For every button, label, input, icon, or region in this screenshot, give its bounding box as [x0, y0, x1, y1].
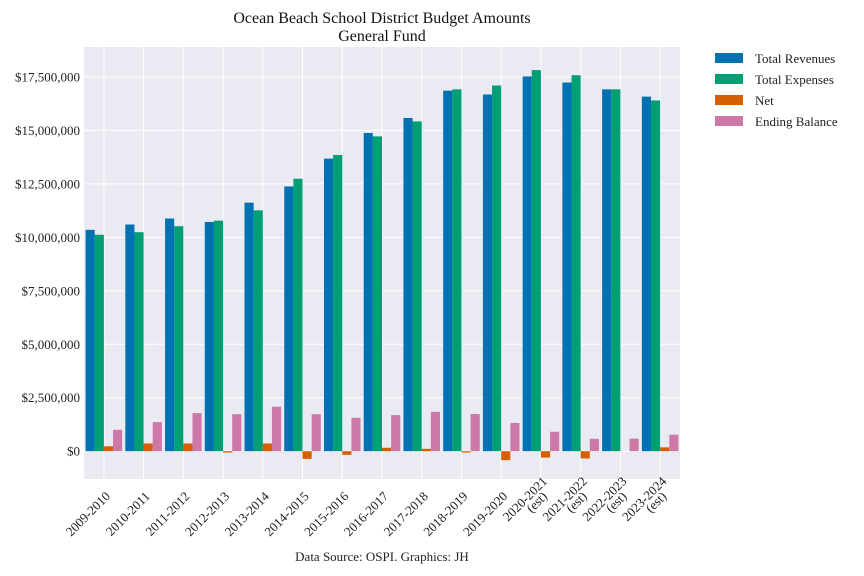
y-tick-label-3: $7,500,000 — [22, 283, 81, 298]
bar-ending-balance-5 — [311, 414, 321, 452]
bar-net-11 — [540, 451, 551, 458]
bar-ending-balance-13 — [629, 438, 639, 452]
bar-total-expenses-11 — [531, 70, 541, 452]
legend-swatch-3 — [715, 116, 743, 126]
y-tick-label-6: $15,000,000 — [15, 123, 80, 138]
bar-ending-balance-10 — [510, 422, 520, 452]
bar-ending-balance-7 — [391, 415, 401, 452]
bar-total-revenues-6 — [323, 158, 334, 452]
bar-total-expenses-8 — [412, 121, 422, 452]
bar-total-revenues-1 — [125, 224, 135, 452]
bar-net-12 — [580, 451, 590, 459]
legend-swatch-1 — [715, 74, 743, 84]
bar-total-expenses-9 — [452, 89, 462, 452]
legend-label-2: Net — [755, 93, 774, 108]
y-tick-label-4: $10,000,000 — [15, 230, 80, 245]
bar-total-revenues-5 — [284, 186, 294, 452]
legend-swatch-0 — [715, 53, 743, 63]
bar-total-revenues-13 — [602, 89, 612, 452]
bar-total-expenses-2 — [174, 226, 184, 452]
y-tick-label-5: $12,500,000 — [15, 176, 80, 191]
bar-net-0 — [103, 446, 114, 452]
chart-subtitle: General Fund — [338, 28, 426, 45]
source-note: Data Source: OSPI. Graphics: JH — [295, 549, 469, 564]
bar-ending-balance-2 — [192, 413, 202, 452]
bar-net-2 — [183, 443, 193, 452]
bar-total-expenses-4 — [253, 210, 263, 452]
bar-total-expenses-13 — [611, 89, 621, 452]
bar-total-revenues-8 — [403, 118, 413, 452]
bar-net-6 — [342, 451, 352, 455]
bar-total-expenses-14 — [650, 100, 661, 452]
bar-net-9 — [461, 451, 471, 453]
y-tick-label-2: $5,000,000 — [22, 337, 81, 352]
bar-ending-balance-0 — [113, 429, 123, 452]
bar-total-revenues-9 — [443, 90, 453, 452]
bar-ending-balance-8 — [430, 411, 441, 452]
bar-net-8 — [421, 448, 431, 452]
bar-ending-balance-14 — [669, 434, 679, 452]
x-axis-ticks: 2009-20102010-20112011-20122012-20132013… — [63, 473, 670, 539]
bar-ending-balance-12 — [589, 438, 599, 452]
legend-swatch-2 — [715, 95, 743, 105]
y-axis-ticks: $0 $2,500,000 $5,000,000 $7,500,000 $10,000,… — [15, 69, 80, 458]
bar-net-3 — [223, 451, 233, 453]
bar-net-10 — [501, 451, 511, 461]
bar-total-revenues-3 — [204, 221, 214, 452]
bar-total-revenues-11 — [522, 76, 532, 452]
bar-net-5 — [302, 451, 312, 459]
x-tick-label-14: 2023-2024(est) — [619, 473, 670, 524]
bar-total-revenues-0 — [85, 229, 95, 452]
bar-total-expenses-10 — [492, 85, 502, 452]
bar-total-revenues-14 — [641, 96, 651, 452]
y-tick-label-7: $17,500,000 — [15, 69, 80, 84]
legend-label-1: Total Expenses — [755, 72, 834, 87]
bar-ending-balance-1 — [152, 422, 162, 452]
bar-total-revenues-7 — [363, 132, 373, 452]
bar-total-expenses-5 — [293, 178, 303, 452]
bar-net-1 — [143, 443, 153, 452]
bar-total-expenses-0 — [94, 234, 104, 452]
bar-net-14 — [660, 447, 670, 452]
bar-ending-balance-4 — [271, 406, 282, 452]
bar-total-expenses-6 — [333, 155, 343, 452]
legend: Total Revenues Total Expenses Net Ending Ba… — [715, 51, 838, 129]
bar-ending-balance-6 — [351, 417, 361, 452]
y-tick-label-1: $2,500,000 — [22, 390, 81, 405]
bar-total-expenses-3 — [213, 220, 224, 452]
bar-total-expenses-1 — [134, 232, 144, 452]
y-tick-label-0: $0 — [67, 444, 80, 459]
bar-ending-balance-3 — [232, 414, 242, 452]
legend-label-0: Total Revenues — [755, 51, 835, 66]
bar-net-7 — [382, 447, 392, 452]
bar-total-revenues-12 — [562, 82, 572, 452]
bar-net-4 — [262, 443, 272, 452]
bar-total-revenues-2 — [165, 218, 175, 452]
bar-ending-balance-9 — [470, 413, 480, 452]
bar-ending-balance-11 — [550, 431, 560, 452]
legend-label-3: Ending Balance — [755, 114, 838, 129]
bar-total-expenses-7 — [372, 136, 382, 452]
bar-total-expenses-12 — [571, 75, 581, 452]
bars — [85, 70, 679, 461]
chart-title: Ocean Beach School District Budget Amoun… — [233, 10, 530, 27]
bar-total-revenues-10 — [482, 94, 493, 452]
bar-total-revenues-4 — [244, 202, 254, 452]
